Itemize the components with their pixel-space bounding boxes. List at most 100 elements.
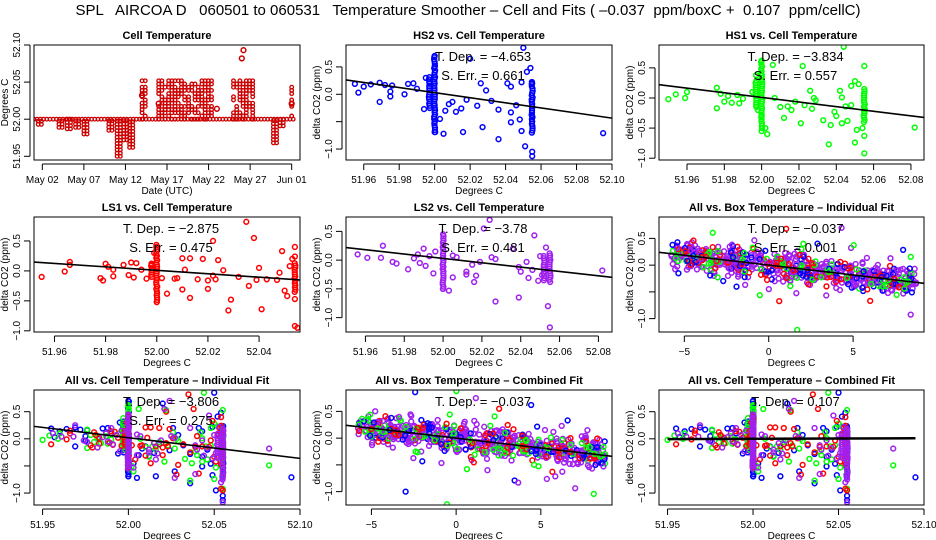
data-point	[462, 446, 469, 453]
data-point	[508, 457, 515, 464]
data-point	[821, 429, 828, 436]
x-tick-label: May 07	[67, 175, 100, 186]
y-tick-label: −1.0	[324, 481, 335, 501]
data-point	[172, 116, 178, 122]
x-tick-label: 51.96	[674, 175, 699, 186]
data-point	[529, 113, 536, 120]
s-err-annotation: S. Err. = 0.481	[441, 240, 524, 255]
panel-title: HS1 vs. Cell Temperature	[726, 30, 858, 42]
data-point	[130, 274, 137, 281]
y-tick-label: −1.0	[12, 320, 23, 340]
data-point	[38, 118, 44, 124]
data-point	[775, 440, 782, 447]
data-point	[861, 150, 868, 157]
data-point	[778, 450, 786, 457]
s-err-annotation: S. Err. = 0.475	[129, 240, 212, 255]
data-point	[187, 449, 194, 456]
data-point	[788, 106, 795, 114]
data-point	[785, 405, 793, 413]
x-tick-label: May 27	[234, 175, 267, 186]
data-point	[49, 430, 57, 437]
data-point	[164, 443, 172, 450]
data-point	[863, 254, 871, 262]
data-point	[826, 265, 833, 272]
data-point	[459, 128, 467, 136]
y-tick-label: 51.95	[12, 143, 23, 168]
data-point	[234, 116, 240, 122]
data-point	[769, 61, 776, 69]
data-point	[737, 431, 745, 439]
data-point	[553, 435, 560, 442]
data-point	[665, 96, 672, 103]
data-point	[431, 102, 438, 109]
data-point	[430, 270, 437, 277]
data-point	[158, 274, 166, 282]
y-tick-label: 52.10	[12, 32, 23, 57]
data-point	[404, 266, 412, 273]
x-tick-label: 51.98	[93, 347, 118, 358]
data-point	[197, 429, 204, 436]
data-point	[880, 267, 887, 274]
data-point	[135, 405, 142, 413]
data-point	[125, 411, 132, 418]
x-axis-label: Degrees C	[768, 358, 816, 369]
data-point	[764, 130, 771, 138]
data-point	[104, 438, 111, 445]
s-err-annotation: S. Err. = 0.661	[441, 68, 524, 83]
data-point	[253, 276, 260, 284]
data-point	[530, 461, 538, 468]
x-tick-label: −5	[366, 520, 378, 531]
data-point	[454, 445, 461, 453]
data-point	[785, 260, 793, 268]
fit-line	[34, 425, 300, 460]
data-point	[908, 289, 916, 296]
data-point	[537, 252, 544, 260]
data-point	[805, 255, 812, 262]
data-point	[773, 259, 780, 266]
data-point	[209, 87, 214, 93]
data-point	[385, 435, 392, 442]
panel-all-vs-box-combined: All vs. Box Temperature – Combined Fit −5…	[312, 375, 613, 540]
data-point	[593, 444, 601, 451]
data-point	[891, 275, 898, 282]
data-point	[238, 55, 245, 62]
data-point	[838, 430, 845, 437]
data-point	[780, 114, 788, 122]
x-tick-label: 52.10	[599, 175, 624, 186]
data-point	[159, 400, 166, 407]
data-point	[278, 247, 286, 255]
data-point	[418, 448, 425, 455]
x-tick-label: 52.00	[431, 347, 456, 358]
x-tick-label: 5	[538, 520, 544, 531]
data-point	[727, 249, 735, 256]
data-point	[567, 441, 574, 448]
data-point	[546, 324, 554, 331]
data-point	[523, 68, 531, 75]
data-point	[848, 82, 855, 90]
x-axis-label: Date (UTC)	[141, 186, 192, 197]
panel-ls2-vs-cell: LS2 vs. Cell Temperature 51.96 51.98 52.00 5…	[312, 202, 613, 369]
data-point	[467, 430, 474, 437]
data-point	[823, 458, 830, 465]
data-point	[67, 116, 73, 122]
data-point	[215, 256, 222, 264]
data-point	[463, 268, 470, 275]
data-point	[762, 124, 769, 132]
data-point	[220, 267, 227, 274]
data-point	[213, 105, 221, 112]
data-point	[187, 477, 194, 484]
y-tick-label: 0.0	[637, 258, 648, 272]
panel-title: Cell Temperature	[122, 30, 211, 42]
data-point	[195, 110, 201, 116]
data-point	[840, 45, 847, 50]
data-point	[442, 107, 449, 114]
data-point	[182, 110, 188, 116]
data-point	[827, 121, 834, 129]
data-point	[675, 270, 682, 277]
x-tick-label: 52.05	[826, 520, 851, 531]
data-point	[108, 424, 115, 432]
data-point	[843, 274, 851, 282]
data-point	[72, 443, 79, 450]
y-tick-label: −1.0	[324, 307, 335, 327]
data-point	[219, 496, 226, 504]
